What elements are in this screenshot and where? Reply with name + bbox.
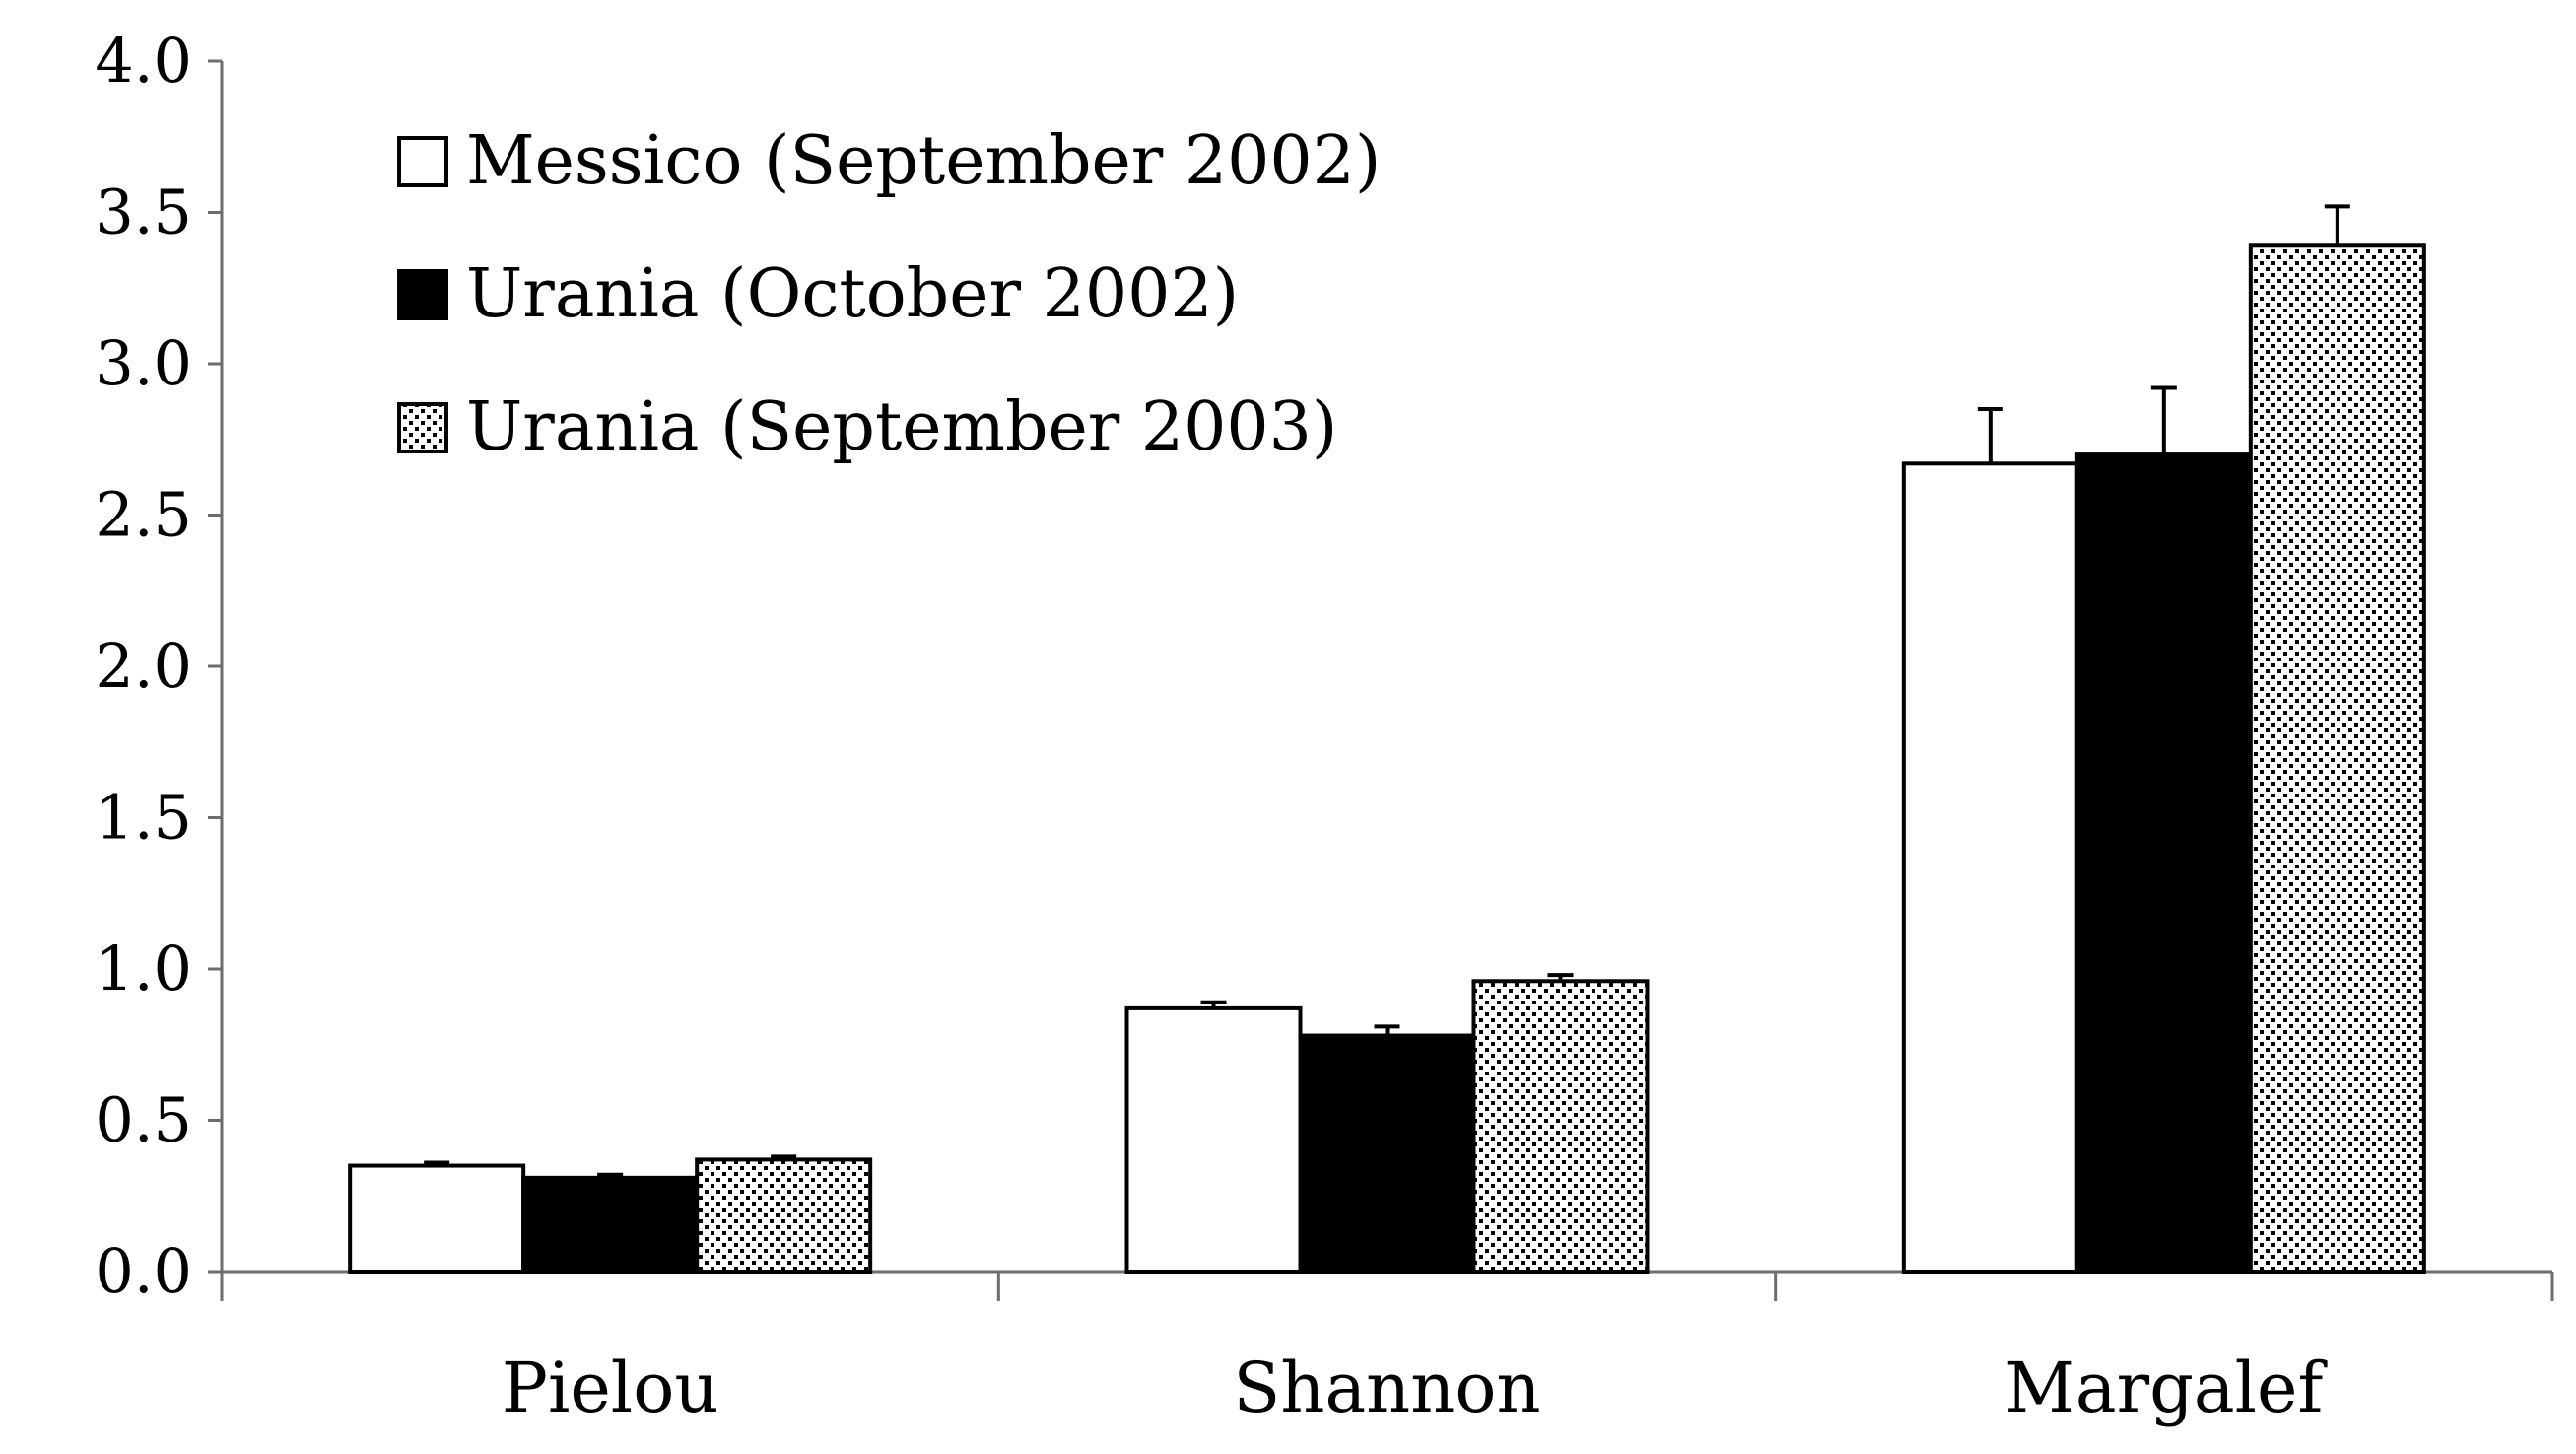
y-tick-label: 4.0 bbox=[95, 25, 192, 97]
y-tick-label: 2.0 bbox=[95, 630, 192, 702]
y-tick-label: 2.5 bbox=[95, 479, 192, 551]
legend-label-2: Urania (October 2002) bbox=[466, 255, 1239, 333]
legend-label-3: Urania (September 2003) bbox=[466, 388, 1337, 466]
bar-margalef-series-1 bbox=[1901, 461, 2079, 1274]
y-tick-label: 1.0 bbox=[95, 933, 192, 1004]
x-tick-label: Margalef bbox=[2004, 1348, 2328, 1428]
legend-label-1: Messico (September 2002) bbox=[466, 122, 1381, 200]
bar-shannon-series-3 bbox=[1471, 979, 1650, 1275]
x-tick-label: Pielou bbox=[502, 1348, 719, 1428]
y-tick-label: 0.0 bbox=[95, 1235, 192, 1307]
y-tick-label: 0.5 bbox=[95, 1084, 192, 1156]
legend-swatch-1 bbox=[397, 136, 448, 187]
legend-swatch-2 bbox=[397, 269, 448, 320]
bar-pielou-series-1 bbox=[348, 1163, 526, 1275]
bar-margalef-series-2 bbox=[2074, 452, 2253, 1275]
bar-pielou-series-2 bbox=[521, 1175, 700, 1274]
legend-swatch-3 bbox=[397, 402, 448, 453]
bar-shannon-series-1 bbox=[1124, 1005, 1303, 1274]
y-tick-label: 3.5 bbox=[95, 176, 192, 248]
bars bbox=[348, 204, 2426, 1275]
bar-margalef-series-3 bbox=[2248, 243, 2426, 1274]
bar-shannon-series-2 bbox=[1298, 1033, 1476, 1275]
bar-pielou-series-3 bbox=[695, 1157, 873, 1275]
y-tick-label: 1.5 bbox=[95, 782, 192, 854]
x-tick-label: Shannon bbox=[1233, 1348, 1540, 1428]
y-tick-label: 3.0 bbox=[95, 327, 192, 399]
legend: Messico (September 2002) Urania (October … bbox=[397, 122, 1381, 466]
